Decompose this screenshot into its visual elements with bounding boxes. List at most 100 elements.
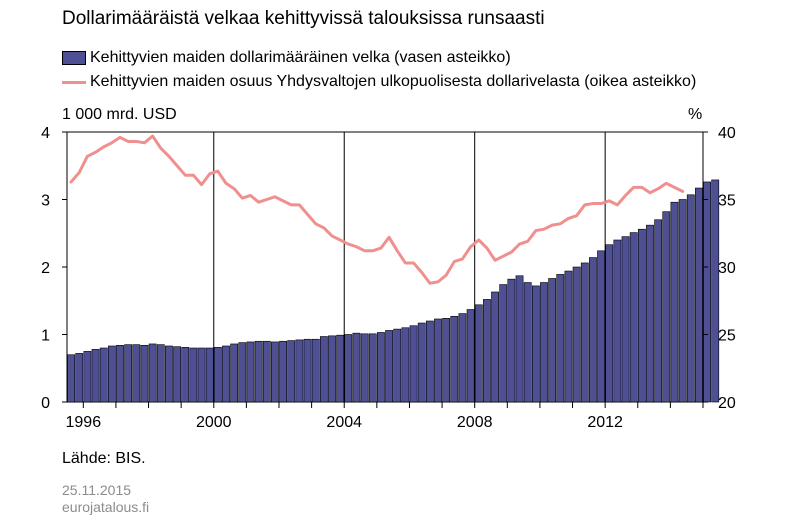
bar	[540, 282, 548, 403]
bar	[360, 333, 369, 403]
legend-item-share: Kehittyvien maiden osuus Yhdysvaltojen u…	[62, 70, 696, 94]
legend-item-debt: Kehittyvien maiden dollarimääräinen velk…	[62, 46, 696, 70]
bar	[654, 219, 663, 403]
bar	[556, 274, 565, 403]
right-tick-label: 35	[718, 193, 736, 210]
bar	[466, 309, 475, 403]
bar	[629, 232, 638, 403]
bar	[352, 332, 361, 403]
source-note: Lähde: BIS.	[62, 450, 146, 467]
bar	[262, 340, 271, 403]
bar	[572, 266, 581, 403]
right-tick-label: 25	[718, 328, 736, 345]
bar	[344, 334, 353, 403]
bar	[75, 353, 84, 403]
bar	[189, 347, 198, 403]
site-name: eurojatalous.fi	[62, 499, 150, 515]
bar	[646, 224, 654, 403]
right-tick-label: 30	[718, 260, 736, 277]
legend-label-debt: Kehittyvien maiden dollarimääräinen velk…	[90, 49, 511, 66]
bar	[205, 347, 214, 403]
bar	[417, 322, 426, 403]
right-tick-label: 20	[718, 395, 736, 412]
bar	[711, 179, 720, 403]
left-tick-label: 1	[41, 328, 50, 345]
right-axis-unit: %	[688, 106, 703, 123]
legend-swatch-line	[62, 80, 86, 84]
bar	[271, 341, 279, 403]
bar	[303, 338, 312, 403]
bar	[222, 345, 230, 403]
line-series	[69, 134, 685, 285]
bar	[99, 347, 108, 403]
bar	[597, 250, 605, 403]
bar	[523, 282, 532, 403]
publication-date: 25.11.2015	[62, 482, 132, 498]
bar	[67, 354, 75, 403]
bar	[491, 291, 499, 403]
bar	[703, 181, 711, 403]
bar	[621, 236, 630, 403]
bar	[393, 328, 402, 403]
bar	[531, 285, 540, 403]
bar-series	[67, 179, 720, 403]
bar	[165, 345, 173, 403]
x-tick-label: 1996	[66, 414, 102, 431]
bar	[450, 315, 459, 403]
bar	[83, 351, 92, 403]
bar	[319, 336, 328, 403]
bar	[580, 262, 589, 403]
bar	[107, 345, 116, 403]
x-tick-label: 2008	[457, 414, 493, 431]
bar	[695, 187, 703, 403]
bar	[91, 349, 100, 403]
bar	[287, 340, 296, 403]
x-tick-label: 2012	[587, 414, 623, 431]
bar	[368, 333, 377, 403]
bar	[173, 346, 181, 403]
bar	[246, 341, 255, 403]
chart-legend: Kehittyvien maiden dollarimääräinen velk…	[62, 46, 696, 94]
bar	[458, 313, 467, 403]
bar	[670, 201, 679, 403]
bar	[483, 299, 491, 403]
bar	[613, 239, 622, 403]
bar	[548, 278, 557, 403]
bar	[336, 334, 345, 403]
bar	[328, 335, 336, 403]
bar	[564, 270, 573, 403]
legend-swatch-bar	[62, 51, 86, 65]
left-tick-label: 4	[41, 125, 50, 142]
bar	[401, 327, 410, 403]
bar	[409, 325, 418, 403]
bar	[686, 194, 695, 403]
bar	[295, 339, 304, 403]
bar	[637, 228, 646, 403]
bar	[140, 344, 149, 403]
bar	[132, 344, 141, 403]
left-tick-label: 0	[41, 395, 50, 412]
chart-title: Dollarimääräistä velkaa kehittyvissä tal…	[62, 8, 545, 29]
bar	[662, 211, 671, 403]
bar	[230, 343, 239, 403]
legend-label-share: Kehittyvien maiden osuus Yhdysvaltojen u…	[90, 73, 697, 90]
bar	[197, 347, 206, 403]
bar	[279, 340, 287, 403]
bar	[311, 338, 320, 403]
bar	[499, 284, 508, 403]
bar	[254, 340, 263, 403]
bar	[515, 275, 524, 403]
left-tick-label: 3	[41, 193, 50, 210]
bar	[181, 347, 190, 403]
bar	[507, 278, 516, 403]
left-tick-label: 2	[41, 260, 50, 277]
bar	[148, 343, 157, 403]
x-tick-label: 2000	[196, 414, 232, 431]
right-tick-label: 40	[718, 125, 736, 142]
bar	[385, 330, 393, 403]
bar	[238, 342, 247, 403]
bar	[377, 332, 385, 403]
bar	[589, 257, 597, 403]
bar	[434, 318, 442, 403]
